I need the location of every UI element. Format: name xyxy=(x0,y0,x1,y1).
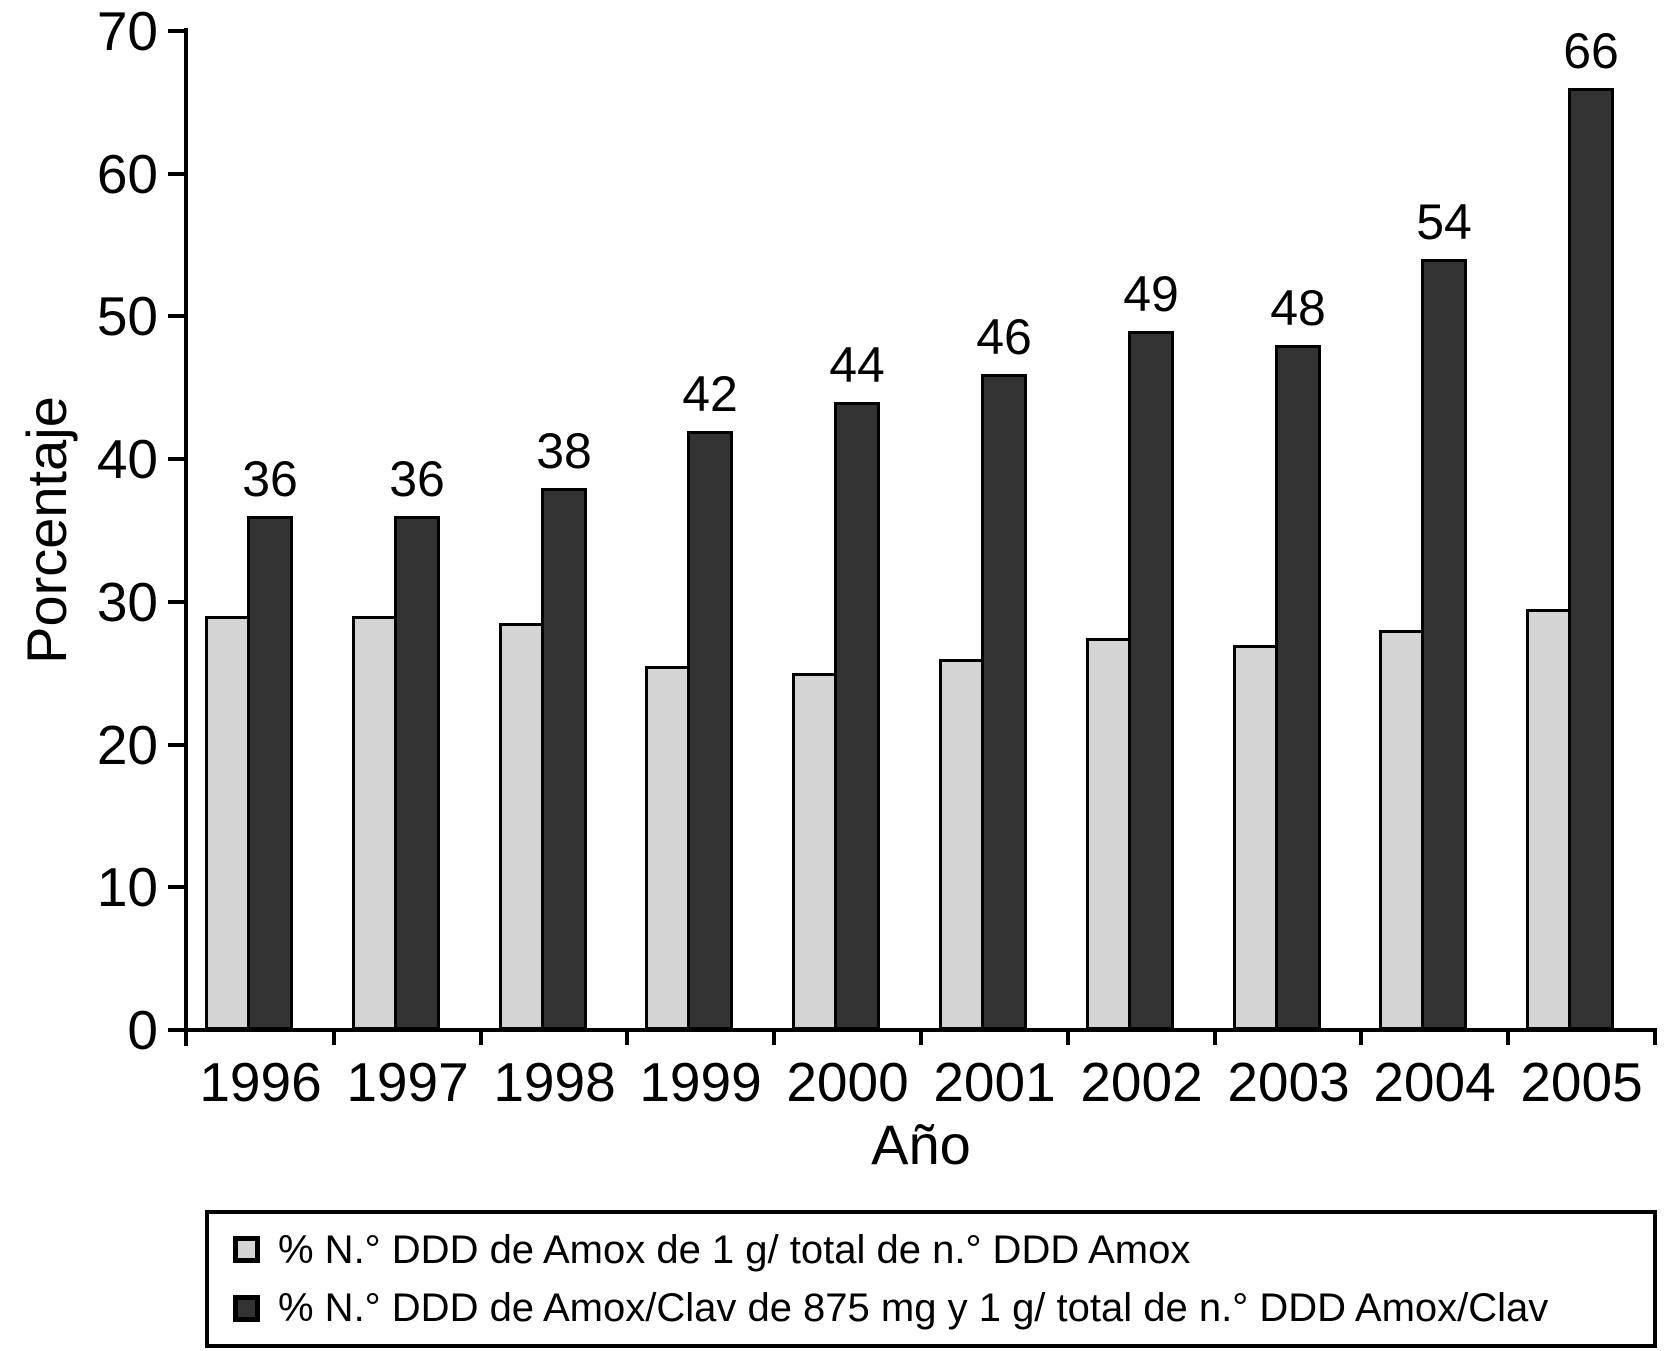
y-tick xyxy=(168,1028,187,1032)
bar-value-label: 38 xyxy=(536,423,592,479)
x-category-label: 2001 xyxy=(933,1051,1056,1113)
x-category-label: 1998 xyxy=(493,1051,616,1113)
bar-light xyxy=(645,666,690,1030)
bar-light xyxy=(1233,645,1278,1030)
x-category-label: 1997 xyxy=(346,1051,469,1113)
bar-dark xyxy=(1568,88,1614,1030)
bar-light xyxy=(499,623,544,1030)
bar-light xyxy=(1526,609,1571,1030)
y-tick xyxy=(168,457,187,461)
y-tick-label: 40 xyxy=(96,428,158,490)
y-tick xyxy=(168,885,187,889)
bar-dark xyxy=(834,402,880,1030)
bar-light xyxy=(1086,638,1131,1030)
legend-label: % N.° DDD de Amox de 1 g/ total de n.° D… xyxy=(278,1227,1191,1272)
bar-dark xyxy=(394,516,440,1030)
x-category-label: 2000 xyxy=(786,1051,909,1113)
x-tick xyxy=(1066,1030,1070,1045)
bar-value-label: 36 xyxy=(389,451,445,507)
bar-dark xyxy=(981,374,1027,1030)
x-category-label: 2003 xyxy=(1227,1051,1350,1113)
x-axis-title: Año xyxy=(871,1113,971,1176)
y-tick-label: 50 xyxy=(96,285,158,347)
x-category-label: 2002 xyxy=(1080,1051,1203,1113)
bar-value-label: 44 xyxy=(829,337,885,393)
x-tick xyxy=(479,1030,483,1045)
x-tick xyxy=(1213,1030,1217,1045)
bar-value-label: 66 xyxy=(1563,23,1619,79)
bar-dark xyxy=(541,488,587,1030)
x-tick xyxy=(772,1030,776,1045)
y-tick xyxy=(168,600,187,604)
x-category-label: 1999 xyxy=(639,1051,762,1113)
legend-swatch-dark-icon xyxy=(233,1294,260,1322)
y-tick xyxy=(168,29,187,33)
bar-light xyxy=(792,673,837,1030)
bar-light xyxy=(1379,630,1424,1030)
bar-dark xyxy=(247,516,293,1030)
y-axis-line xyxy=(184,28,188,1046)
y-tick-label: 30 xyxy=(96,571,158,633)
y-tick-label: 20 xyxy=(96,714,158,776)
y-tick xyxy=(168,172,187,176)
x-axis-line xyxy=(170,1028,1657,1032)
legend-label: % N.° DDD de Amox/Clav de 875 mg y 1 g/ … xyxy=(278,1286,1549,1331)
x-category-label: 2004 xyxy=(1373,1051,1496,1113)
bar-light xyxy=(352,616,397,1030)
bar-light xyxy=(205,616,250,1030)
y-tick-label: 0 xyxy=(127,999,158,1061)
bar-value-label: 54 xyxy=(1416,194,1472,250)
legend-item-amox: % N.° DDD de Amox de 1 g/ total de n.° D… xyxy=(233,1227,1653,1273)
bar-value-label: 49 xyxy=(1123,266,1179,322)
y-tick-label: 10 xyxy=(96,856,158,918)
x-tick xyxy=(332,1030,336,1045)
y-tick-label: 60 xyxy=(96,143,158,205)
x-tick xyxy=(625,1030,629,1045)
x-tick xyxy=(1506,1030,1510,1045)
legend: % N.° DDD de Amox de 1 g/ total de n.° D… xyxy=(205,1210,1657,1348)
x-tick xyxy=(1359,1030,1363,1045)
bar-light xyxy=(939,659,984,1030)
x-tick xyxy=(919,1030,923,1045)
legend-swatch-light-icon xyxy=(233,1236,260,1264)
bar-dark xyxy=(1275,345,1321,1030)
x-category-label: 2005 xyxy=(1520,1051,1643,1113)
y-tick xyxy=(168,314,187,318)
x-category-label: 1996 xyxy=(199,1051,322,1113)
bar-dark xyxy=(1421,259,1467,1030)
bar-value-label: 46 xyxy=(976,309,1032,365)
bar-dark xyxy=(1128,331,1174,1030)
bar-dark xyxy=(687,431,733,1030)
bar-value-label: 36 xyxy=(242,451,298,507)
y-tick xyxy=(168,743,187,747)
bar-value-label: 42 xyxy=(682,366,738,422)
x-tick xyxy=(1653,1030,1657,1045)
legend-item-amox-clav: % N.° DDD de Amox/Clav de 875 mg y 1 g/ … xyxy=(233,1285,1653,1331)
bar-value-label: 48 xyxy=(1270,280,1326,336)
y-tick-label: 70 xyxy=(96,0,158,62)
